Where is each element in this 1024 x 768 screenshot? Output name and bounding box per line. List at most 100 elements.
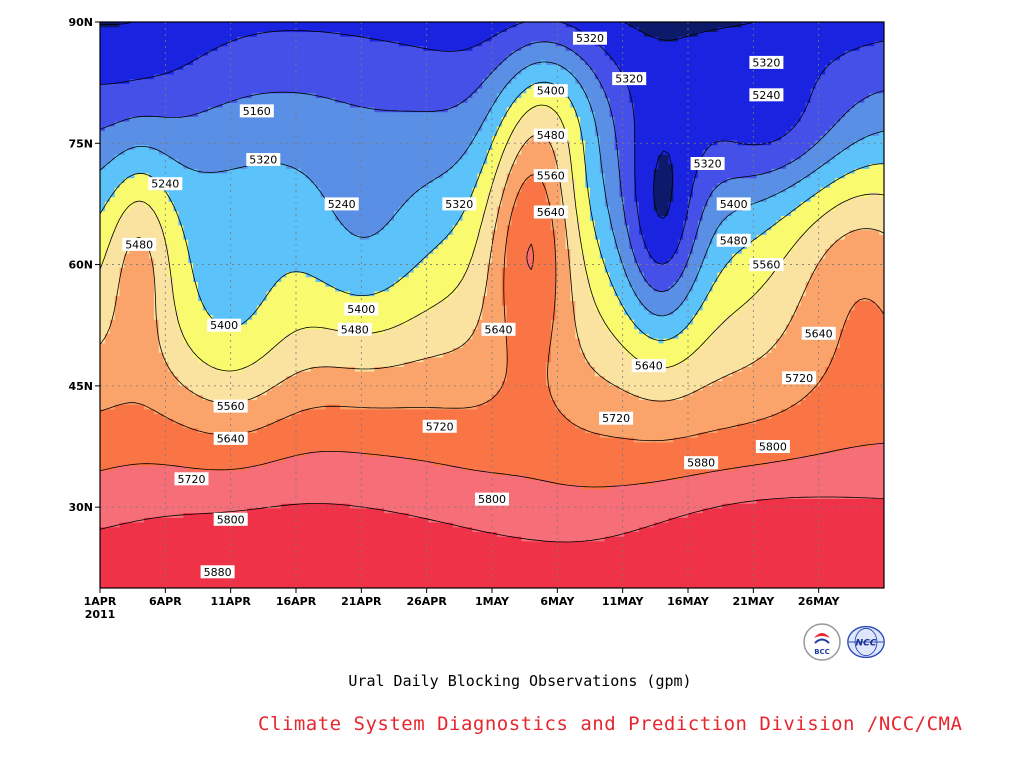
- band-cell: [452, 578, 459, 584]
- band-cell: [276, 517, 282, 523]
- band-cell: [109, 451, 116, 457]
- band-cell: [134, 583, 140, 588]
- band-cell: [217, 578, 224, 584]
- band-cell: [653, 455, 660, 462]
- band-cell: [227, 460, 233, 466]
- band-cell: [565, 474, 571, 481]
- band-cell: [692, 526, 699, 532]
- band-cell: [526, 503, 532, 509]
- band-cell: [639, 460, 645, 466]
- band-cell: [741, 536, 748, 542]
- band-cell: [786, 493, 792, 499]
- band-cell: [516, 479, 522, 485]
- band-cell: [496, 470, 503, 476]
- band-cell: [119, 498, 126, 504]
- band-cell: [732, 493, 738, 499]
- band-cell: [349, 517, 356, 523]
- band-cell: [639, 503, 645, 509]
- band-cell: [722, 564, 728, 570]
- band-cell: [869, 545, 875, 551]
- band-cell: [222, 460, 228, 466]
- band-cell: [467, 503, 473, 509]
- band-cell: [369, 564, 375, 570]
- band-cell: [359, 488, 366, 495]
- band-cell: [119, 474, 126, 481]
- band-cell: [820, 573, 826, 580]
- band-cell: [100, 460, 106, 466]
- band-cell: [178, 578, 184, 584]
- band-cell: [472, 470, 478, 476]
- band-cell: [653, 550, 660, 556]
- band-cell: [550, 569, 557, 575]
- band-cell: [188, 564, 194, 570]
- band-cell: [776, 503, 782, 509]
- band-cell: [477, 531, 483, 537]
- band-cell: [173, 484, 179, 490]
- band-cell: [384, 569, 390, 575]
- band-cell: [188, 460, 194, 466]
- band-cell: [560, 507, 567, 514]
- band-cell: [359, 484, 366, 490]
- band-cell: [771, 507, 777, 514]
- band-cell: [291, 559, 297, 566]
- band-cell: [590, 540, 596, 547]
- band-cell: [707, 554, 714, 561]
- band-cell: [482, 526, 488, 532]
- band-cell: [678, 493, 684, 499]
- band-cell: [531, 550, 537, 556]
- band-cell: [614, 545, 620, 551]
- band-cell: [413, 455, 420, 462]
- band-cell: [183, 512, 189, 518]
- band-cell: [560, 531, 567, 537]
- band-cell: [536, 526, 542, 532]
- band-cell: [624, 507, 630, 514]
- band-cell: [585, 540, 591, 547]
- band-cell: [585, 531, 591, 537]
- band-cell: [565, 512, 571, 518]
- band-cell: [438, 451, 444, 457]
- band-cell: [335, 507, 341, 514]
- band-cell: [492, 488, 498, 495]
- band-cell: [354, 545, 361, 551]
- band-cell: [462, 455, 469, 462]
- band-cell: [521, 564, 527, 570]
- band-cell: [634, 526, 640, 532]
- band-cell: [281, 451, 287, 457]
- band-cell: [849, 559, 856, 566]
- band-cell: [149, 441, 155, 448]
- band-cell: [198, 441, 204, 448]
- band-cell: [648, 507, 655, 514]
- band-cell: [364, 479, 371, 485]
- band-cell: [859, 460, 865, 466]
- band-cell: [300, 540, 307, 547]
- band-cell: [516, 512, 522, 518]
- band-cell: [492, 479, 498, 485]
- band-cell: [609, 446, 616, 452]
- band-cell: [202, 437, 209, 443]
- band-cell: [511, 512, 518, 518]
- band-cell: [291, 451, 297, 457]
- band-cell: [609, 531, 616, 537]
- band-cell: [139, 479, 145, 485]
- band-cell: [639, 498, 645, 504]
- band-cell: [835, 455, 841, 462]
- band-cell: [663, 455, 669, 462]
- band-cell: [202, 554, 209, 561]
- band-cell: [688, 474, 694, 481]
- band-cell: [585, 446, 591, 452]
- band-cell: [575, 540, 581, 547]
- band-cell: [232, 503, 238, 509]
- band-cell: [109, 437, 116, 443]
- band-cell: [854, 493, 861, 499]
- band-cell: [384, 578, 390, 584]
- band-cell: [389, 545, 395, 551]
- band-cell: [786, 460, 792, 466]
- band-cell: [247, 493, 253, 499]
- band-cell: [634, 460, 640, 466]
- band-cell: [815, 493, 821, 499]
- band-cell: [688, 517, 694, 523]
- band-cell: [418, 559, 424, 566]
- band-cell: [668, 545, 674, 551]
- band-cell: [217, 540, 224, 547]
- band-cell: [232, 465, 238, 471]
